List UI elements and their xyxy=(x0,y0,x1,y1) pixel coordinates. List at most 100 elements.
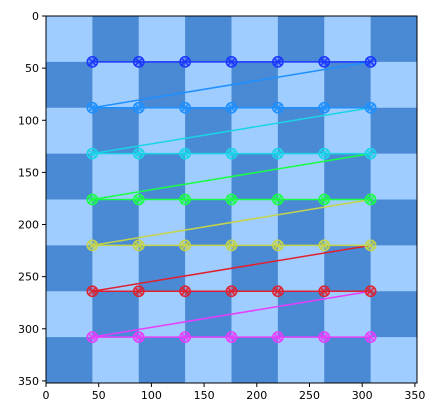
data-point xyxy=(179,147,192,160)
connector-line xyxy=(92,244,371,292)
checker-cell xyxy=(324,153,372,200)
data-point xyxy=(225,285,238,298)
checker-cell xyxy=(46,291,93,338)
checker-cell xyxy=(370,291,418,338)
x-tick-label: 50 xyxy=(92,389,106,402)
data-point xyxy=(179,101,192,114)
checker-cell xyxy=(92,245,140,292)
checker-cell xyxy=(46,16,93,63)
checker-cell xyxy=(277,337,325,384)
checker-cell xyxy=(277,199,325,246)
checker-cell xyxy=(185,61,232,109)
x-tick-label: 150 xyxy=(194,389,215,402)
data-point xyxy=(86,239,99,252)
connector-line xyxy=(92,107,371,155)
checker-cell xyxy=(138,337,186,384)
checker-cell xyxy=(185,153,232,200)
checker-cell xyxy=(185,199,232,246)
data-point xyxy=(132,285,145,298)
checker-cell xyxy=(92,337,140,384)
data-point xyxy=(271,285,284,298)
connector-lines xyxy=(92,61,371,338)
plot-frame xyxy=(45,15,418,384)
checker-cell xyxy=(370,337,418,384)
y-axis: 0 50 100 150 200 250 300 350 xyxy=(18,10,46,388)
checker-cell xyxy=(138,153,186,200)
checker-cell xyxy=(324,291,372,338)
data-point xyxy=(318,331,331,344)
checker-cell xyxy=(324,337,372,384)
data-point xyxy=(364,101,377,114)
checker-cell xyxy=(231,199,279,246)
checker-cell xyxy=(46,337,93,384)
data-point xyxy=(318,147,331,160)
checker-cell xyxy=(138,245,186,292)
data-point xyxy=(364,55,377,68)
checker-cell xyxy=(92,61,140,109)
data-point xyxy=(271,193,284,206)
checker-cell xyxy=(138,61,186,109)
data-point xyxy=(364,285,377,298)
data-point xyxy=(364,193,377,206)
checker-cell xyxy=(370,153,418,200)
y-tick-label: 0 xyxy=(32,10,39,23)
x-tick-label: 300 xyxy=(352,389,373,402)
checker-cell xyxy=(277,153,325,200)
x-axis: 0 50 100 150 200 250 300 350 xyxy=(43,383,425,402)
data-point xyxy=(271,147,284,160)
x-tick-label: 200 xyxy=(246,389,267,402)
checker-cell xyxy=(324,107,372,155)
checker-cell xyxy=(92,107,140,155)
y-tick-label: 200 xyxy=(18,219,39,232)
data-point xyxy=(86,55,99,68)
checker-cell xyxy=(185,245,232,292)
data-point xyxy=(179,239,192,252)
checker-cell xyxy=(277,16,325,63)
checker-cell xyxy=(277,291,325,338)
checker-cell xyxy=(231,16,279,63)
checker-cell xyxy=(231,291,279,338)
checker-cell xyxy=(370,199,418,246)
data-point xyxy=(86,193,99,206)
checker-cell xyxy=(46,153,93,200)
y-tick-label: 100 xyxy=(18,114,39,127)
data-point xyxy=(364,239,377,252)
data-point xyxy=(318,55,331,68)
checker-cell xyxy=(46,245,93,292)
checker-cell xyxy=(92,153,140,200)
data-point xyxy=(318,285,331,298)
data-point xyxy=(364,331,377,344)
data-point xyxy=(132,55,145,68)
data-point xyxy=(225,239,238,252)
checker-cell xyxy=(185,107,232,155)
data-point xyxy=(132,193,145,206)
checker-cell xyxy=(138,16,186,63)
x-tick-label: 250 xyxy=(299,389,320,402)
checker-cell xyxy=(277,245,325,292)
connector-line xyxy=(92,290,371,338)
checker-cell xyxy=(46,107,93,155)
checker-cell xyxy=(185,337,232,384)
data-point xyxy=(179,331,192,344)
checker-cell xyxy=(46,199,93,246)
x-tick-label: 100 xyxy=(141,389,162,402)
checker-cell xyxy=(370,16,418,63)
y-tick-label: 150 xyxy=(18,166,39,179)
data-point xyxy=(318,101,331,114)
y-tick-label: 50 xyxy=(25,62,39,75)
checker-cell xyxy=(185,291,232,338)
checker-cell xyxy=(138,107,186,155)
data-point xyxy=(225,331,238,344)
plot-area xyxy=(45,15,418,384)
data-point xyxy=(271,55,284,68)
connector-line xyxy=(92,152,371,201)
checker-cell xyxy=(185,16,232,63)
data-point xyxy=(318,239,331,252)
checker-cell xyxy=(92,291,140,338)
data-point xyxy=(132,101,145,114)
checker-cell xyxy=(231,61,279,109)
connector-line xyxy=(92,61,371,109)
checker-cell xyxy=(277,107,325,155)
data-point xyxy=(271,331,284,344)
